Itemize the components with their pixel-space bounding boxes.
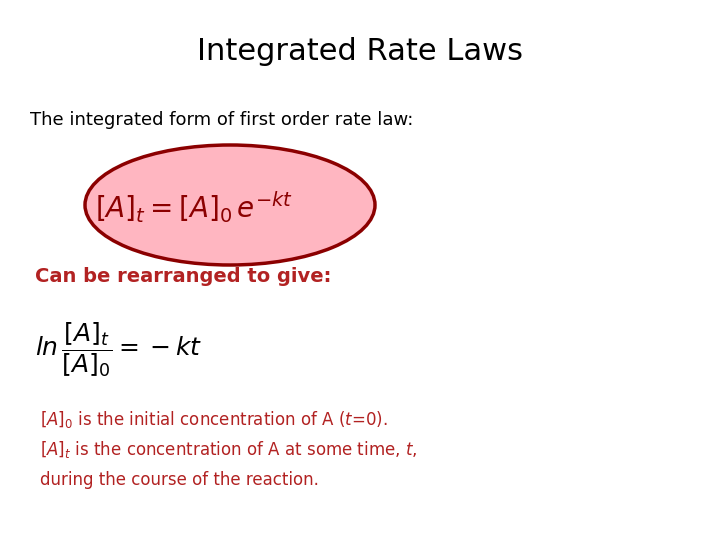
Text: $[A]_t$ is the concentration of A at some time, $t$,: $[A]_t$ is the concentration of A at som…	[40, 440, 418, 461]
Text: The integrated form of first order rate law:: The integrated form of first order rate …	[30, 111, 413, 129]
Text: Integrated Rate Laws: Integrated Rate Laws	[197, 37, 523, 66]
Text: $[A]_0$ is the initial concentration of A ($t$=0).: $[A]_0$ is the initial concentration of …	[40, 409, 388, 430]
Ellipse shape	[85, 145, 375, 265]
Text: $[A]_t = [A]_0\, e^{-kt}$: $[A]_t = [A]_0\, e^{-kt}$	[95, 190, 293, 225]
Text: during the course of the reaction.: during the course of the reaction.	[40, 471, 319, 489]
Text: $ln\,\dfrac{[A]_t}{[A]_0} = -kt$: $ln\,\dfrac{[A]_t}{[A]_0} = -kt$	[35, 321, 202, 379]
Text: Can be rearranged to give:: Can be rearranged to give:	[35, 267, 331, 287]
